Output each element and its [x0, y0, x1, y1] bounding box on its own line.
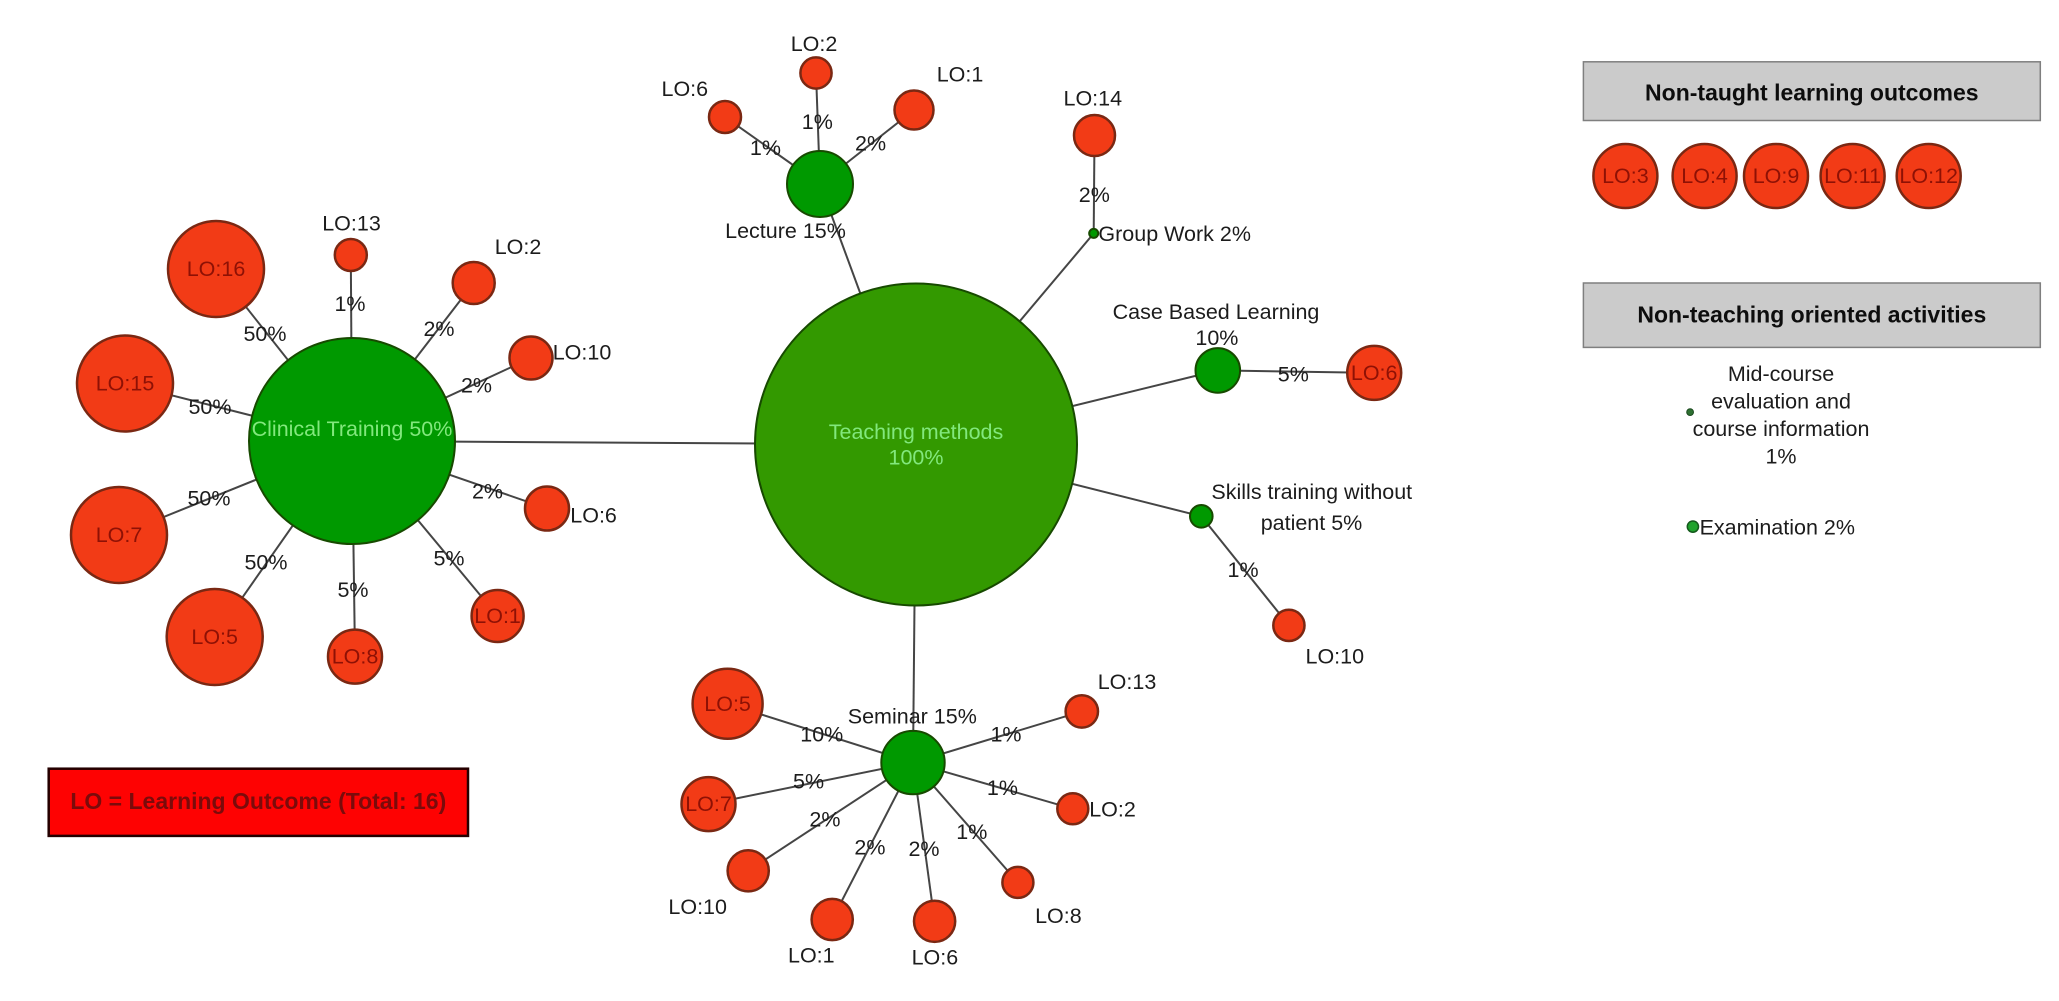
svg-text:5%: 5% [337, 578, 368, 602]
svg-text:LO:9: LO:9 [1753, 164, 1800, 188]
svg-text:LO:5: LO:5 [704, 692, 751, 716]
svg-text:1%: 1% [1228, 558, 1259, 582]
svg-text:Seminar 15%: Seminar 15% [848, 705, 977, 729]
svg-text:5%: 5% [433, 547, 464, 571]
svg-text:LO:10: LO:10 [1306, 645, 1365, 669]
svg-text:10%: 10% [800, 723, 843, 747]
svg-text:50%: 50% [187, 487, 230, 511]
svg-text:1%: 1% [334, 292, 365, 316]
svg-text:2%: 2% [461, 374, 492, 398]
svg-text:2%: 2% [854, 835, 885, 859]
svg-text:1%: 1% [1765, 445, 1796, 469]
svg-text:2%: 2% [472, 480, 503, 504]
svg-text:course information: course information [1693, 417, 1870, 441]
svg-text:LO:1: LO:1 [474, 604, 521, 628]
svg-text:LO:6: LO:6 [661, 77, 708, 101]
svg-text:LO:1: LO:1 [937, 63, 984, 87]
svg-text:1%: 1% [750, 136, 781, 160]
svg-text:LO:12: LO:12 [1899, 164, 1958, 188]
svg-text:LO:1: LO:1 [788, 944, 835, 968]
svg-text:LO:10: LO:10 [668, 895, 727, 919]
svg-text:2%: 2% [809, 807, 840, 831]
svg-text:Lecture 15%: Lecture 15% [725, 219, 846, 243]
svg-text:LO:10: LO:10 [553, 341, 612, 365]
svg-text:10%: 10% [1195, 326, 1238, 350]
svg-text:LO:5: LO:5 [191, 625, 238, 649]
svg-text:2%: 2% [908, 837, 939, 861]
svg-text:LO = Learning Outcome (Total:: LO = Learning Outcome (Total: 16) [70, 788, 446, 814]
svg-text:Mid-course: Mid-course [1728, 362, 1834, 386]
svg-text:50%: 50% [244, 551, 287, 575]
svg-text:evaluation and: evaluation and [1711, 390, 1851, 414]
svg-text:LO:6: LO:6 [1351, 361, 1398, 385]
svg-text:LO:16: LO:16 [187, 257, 246, 281]
svg-text:patient 5%: patient 5% [1261, 511, 1363, 535]
svg-text:LO:2: LO:2 [791, 32, 838, 56]
svg-text:Examination 2%: Examination 2% [1700, 516, 1855, 540]
svg-text:LO:2: LO:2 [1089, 798, 1136, 822]
svg-text:LO:3: LO:3 [1602, 164, 1649, 188]
svg-text:LO:11: LO:11 [1824, 164, 1881, 188]
svg-text:LO:13: LO:13 [322, 212, 381, 236]
svg-text:Clinical Training 50%: Clinical Training 50% [252, 417, 453, 441]
svg-text:100%: 100% [889, 446, 944, 470]
svg-text:50%: 50% [243, 322, 286, 346]
svg-text:LO:7: LO:7 [96, 523, 143, 547]
svg-text:5%: 5% [793, 770, 824, 794]
svg-text:1%: 1% [802, 110, 833, 134]
svg-text:Group Work 2%: Group Work 2% [1098, 222, 1251, 246]
svg-text:Teaching methods: Teaching methods [829, 420, 1004, 444]
svg-text:5%: 5% [1278, 363, 1309, 387]
svg-text:LO:8: LO:8 [332, 645, 379, 669]
svg-text:LO:14: LO:14 [1064, 87, 1123, 111]
svg-text:2%: 2% [855, 131, 886, 155]
svg-text:2%: 2% [423, 317, 454, 341]
svg-text:2%: 2% [1079, 183, 1110, 207]
svg-text:1%: 1% [987, 776, 1018, 800]
svg-text:LO:4: LO:4 [1681, 164, 1728, 188]
svg-text:LO:7: LO:7 [685, 792, 732, 816]
svg-text:LO:2: LO:2 [495, 235, 542, 259]
svg-text:LO:13: LO:13 [1098, 670, 1157, 694]
svg-text:Skills training without: Skills training without [1211, 480, 1412, 504]
svg-text:LO:8: LO:8 [1035, 904, 1082, 928]
svg-text:Case Based Learning: Case Based Learning [1113, 300, 1320, 324]
svg-text:Non-teaching oriented activiti: Non-teaching oriented activities [1637, 302, 1986, 328]
svg-text:Non-taught learning outcomes: Non-taught learning outcomes [1645, 80, 1979, 106]
svg-text:LO:6: LO:6 [912, 945, 959, 969]
svg-text:LO:15: LO:15 [96, 372, 155, 396]
svg-text:1%: 1% [956, 820, 987, 844]
svg-text:LO:6: LO:6 [570, 504, 617, 528]
svg-text:1%: 1% [990, 723, 1021, 747]
svg-text:50%: 50% [188, 395, 231, 419]
